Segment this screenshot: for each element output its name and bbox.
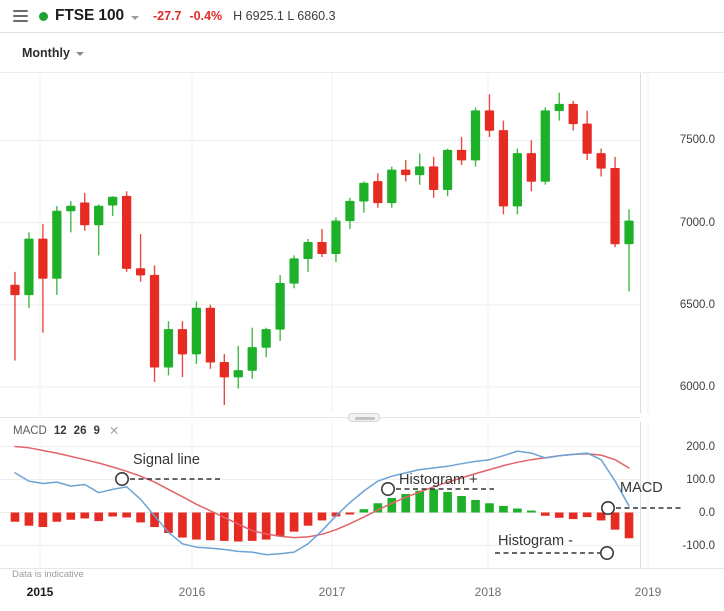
macd-legend-name: MACD [13, 425, 47, 438]
indicative-note: Data is indicative [12, 569, 84, 580]
market-open-status-dot [39, 11, 48, 21]
macd-axis-label: -100.0 [682, 539, 715, 552]
price-axis-label: 6000.0 [679, 380, 715, 393]
timeframe-selector-label[interactable]: Monthly [22, 45, 70, 60]
macd-param-slow: 26 [73, 425, 87, 438]
chevron-down-icon[interactable] [75, 52, 84, 56]
splitter-line [0, 417, 640, 418]
price-axis-label: 7000.0 [679, 216, 715, 229]
macd-param-fast: 12 [53, 425, 67, 438]
chart-toolbar: Monthly [0, 33, 724, 73]
instrument-name: FTSE 100 [55, 7, 124, 24]
price-scale-divider [640, 73, 641, 413]
macd-indicator-pane[interactable]: MACD 12 26 9 ✕ 200.0 100.0 0.0 -100.0 [0, 422, 724, 568]
macd-scale-divider [640, 422, 641, 568]
macd-axis-label: 0.0 [699, 506, 715, 519]
macd-plot [0, 422, 649, 568]
macd-axis-label: 100.0 [686, 473, 715, 486]
time-axis-label: 2017 [318, 585, 346, 599]
pane-splitter[interactable] [0, 413, 724, 422]
price-axis-label: 7500.0 [679, 134, 715, 147]
time-axis-label: 2016 [178, 585, 206, 599]
price-axis-label: 6500.0 [679, 298, 715, 311]
macd-legend[interactable]: MACD 12 26 9 ✕ [13, 425, 119, 438]
chart-annotation-label: Histogram - [498, 533, 573, 549]
chart-annotation-label: Histogram + [399, 472, 478, 488]
hamburger-icon[interactable] [13, 10, 28, 22]
macd-param-signal: 9 [93, 425, 100, 438]
time-axis-label: 2018 [474, 585, 502, 599]
chart-annotation-label: MACD [620, 480, 663, 496]
high-low-values: H 6925.1 L 6860.3 [233, 9, 336, 23]
time-axis: Data is indicative 2015 2016 2017 2018 2019 [0, 568, 724, 611]
chart-annotation-label: Signal line [133, 452, 200, 468]
chevron-down-icon[interactable] [130, 15, 139, 20]
candlestick-plot [0, 73, 649, 413]
splitter-grip-handle[interactable] [348, 413, 380, 422]
axis-divider [0, 568, 724, 569]
instrument-header: FTSE 100 -27.7 -0.4% H 6925.1 L 6860.3 [0, 0, 724, 33]
close-icon[interactable]: ✕ [108, 424, 120, 438]
price-change: -27.7 [152, 9, 182, 23]
macd-axis-label: 200.0 [686, 440, 715, 453]
time-axis-label: 2015 [26, 585, 54, 599]
time-axis-label: 2019 [634, 585, 662, 599]
price-change-percent: -0.4% [189, 9, 223, 23]
price-chart-pane[interactable]: 7500.0 7000.0 6500.0 6000.0 [0, 73, 724, 413]
